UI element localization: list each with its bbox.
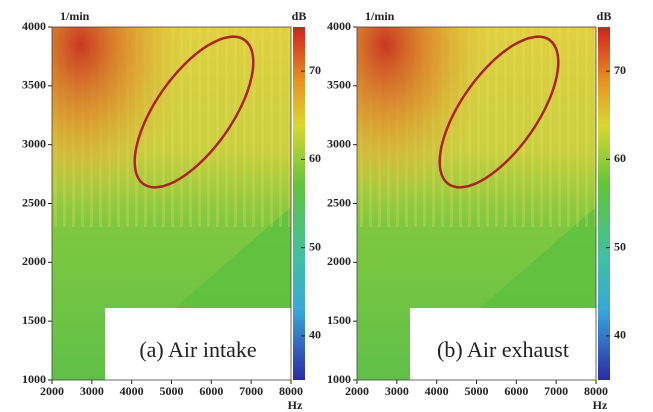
x-tick-label: 6000 [199,384,223,398]
y-tick-label: 2500 [327,195,351,209]
colorbar-tick-label: 70 [614,63,626,77]
colorbar-tick-label: 60 [309,151,321,165]
x-tick-label: 3000 [80,384,104,398]
y-tick-label: 3500 [327,78,351,92]
highlight-ellipse [438,35,560,189]
colorbar-tick-label: 40 [309,328,321,342]
x-tick-label: 2000 [345,384,369,398]
x-axis-label: Hz [288,398,303,412]
x-tick-label: 8000 [279,384,303,398]
colorbar-tick-label: 50 [309,239,321,253]
colorbar-tick-label: 40 [614,328,626,342]
y-axis-label: 1/min [365,9,395,23]
x-tick-label: 6000 [504,384,528,398]
y-tick-label: 1000 [22,372,46,386]
heatmap-panel: (a) Air intake 40 50 60 70 dB 1000 1500 2000 2500… [22,9,321,412]
highlight-ellipse [133,35,255,189]
y-tick-label: 4000 [327,19,351,33]
plot-frame [356,26,597,381]
x-tick-label: 5000 [465,384,489,398]
colorbar [598,27,610,380]
colorbar [293,27,305,380]
heatmap-panel: (b) Air exhaust 40 50 60 70 dB 1000 1500 2000 250… [327,9,626,412]
y-tick-label: 2000 [22,254,46,268]
y-tick-label: 2500 [22,195,46,209]
x-tick-label: 8000 [584,384,608,398]
colorbar-label: dB [292,9,307,23]
y-tick-label: 1000 [327,372,351,386]
annotation-box [410,308,596,380]
y-tick-label: 1500 [327,313,351,327]
colorbar-label: dB [597,9,612,23]
y-tick-label: 3000 [327,136,351,150]
colorbar-tick-label: 60 [614,151,626,165]
plot-frame [51,26,292,381]
y-tick-label: 2000 [327,254,351,268]
y-tick-label: 3500 [22,78,46,92]
annotation-box [105,308,291,380]
y-tick-label: 3000 [22,136,46,150]
x-tick-label: 2000 [40,384,64,398]
colorbar-tick-label: 50 [614,239,626,253]
y-tick-label: 1500 [22,313,46,327]
annotation: (b) Air exhaust [437,337,569,362]
colorbar-tick-label: 70 [309,63,321,77]
x-axis-label: Hz [593,398,608,412]
y-tick-label: 4000 [22,19,46,33]
y-axis-label: 1/min [60,9,90,23]
x-tick-label: 7000 [239,384,263,398]
x-tick-label: 3000 [385,384,409,398]
x-tick-label: 5000 [160,384,184,398]
x-tick-label: 7000 [544,384,568,398]
x-tick-label: 4000 [425,384,449,398]
x-tick-label: 4000 [120,384,144,398]
annotation: (a) Air intake [139,337,256,362]
